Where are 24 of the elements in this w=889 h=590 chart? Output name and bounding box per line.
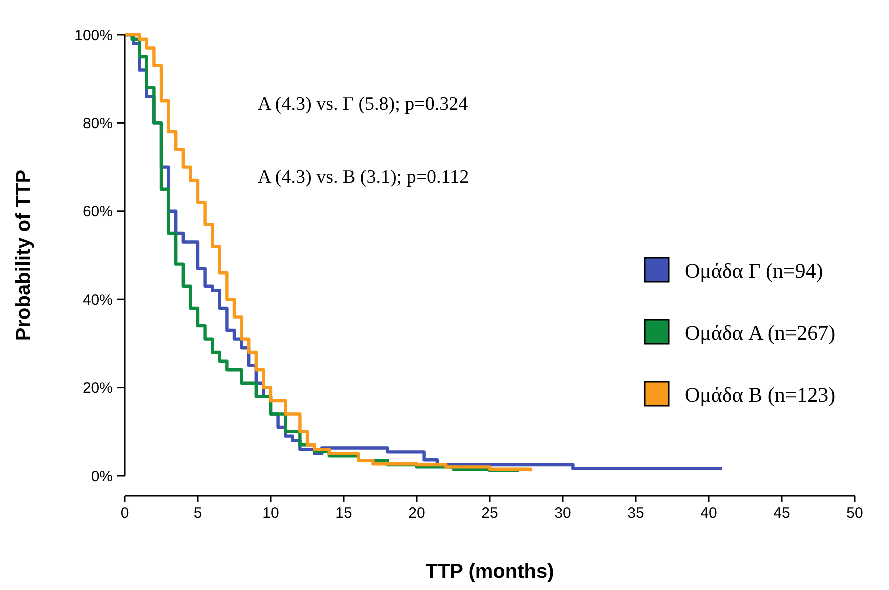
x-tick-label: 45 — [774, 505, 790, 522]
legend-label: Ομάδα B (n=123) — [685, 383, 836, 407]
y-tick-label: 40% — [82, 292, 113, 309]
annotation: A (4.3) vs. B (3.1); p=0.112 — [258, 167, 470, 188]
legend-label: Ομάδα Γ (n=94) — [685, 259, 824, 283]
x-tick-label: 5 — [194, 505, 202, 522]
x-tick-label: 25 — [482, 505, 498, 522]
y-tick-label: 20% — [82, 380, 113, 398]
legend-label: Ομάδα A (n=267) — [685, 321, 836, 345]
x-axis-title: TTP (months) — [426, 561, 554, 583]
y-tick-label: 0% — [91, 468, 113, 486]
annotation: A (4.3) vs. Γ (5.8); p=0.324 — [258, 94, 469, 115]
y-axis-title: Probability of TTP — [13, 170, 35, 342]
x-tick-label: 15 — [336, 505, 352, 522]
x-tick-label: 50 — [846, 505, 864, 522]
y-tick-label: 60% — [82, 204, 113, 221]
y-tick-label: 80% — [82, 115, 113, 132]
x-tick-label: 0 — [120, 505, 130, 522]
y-tick-label: 100% — [74, 27, 113, 44]
x-tick-label: 10 — [262, 505, 280, 522]
x-tick-label: 40 — [700, 505, 718, 522]
x-tick-label: 20 — [408, 505, 426, 522]
x-tick-label: 30 — [554, 505, 572, 522]
x-tick-label: 35 — [628, 505, 644, 522]
